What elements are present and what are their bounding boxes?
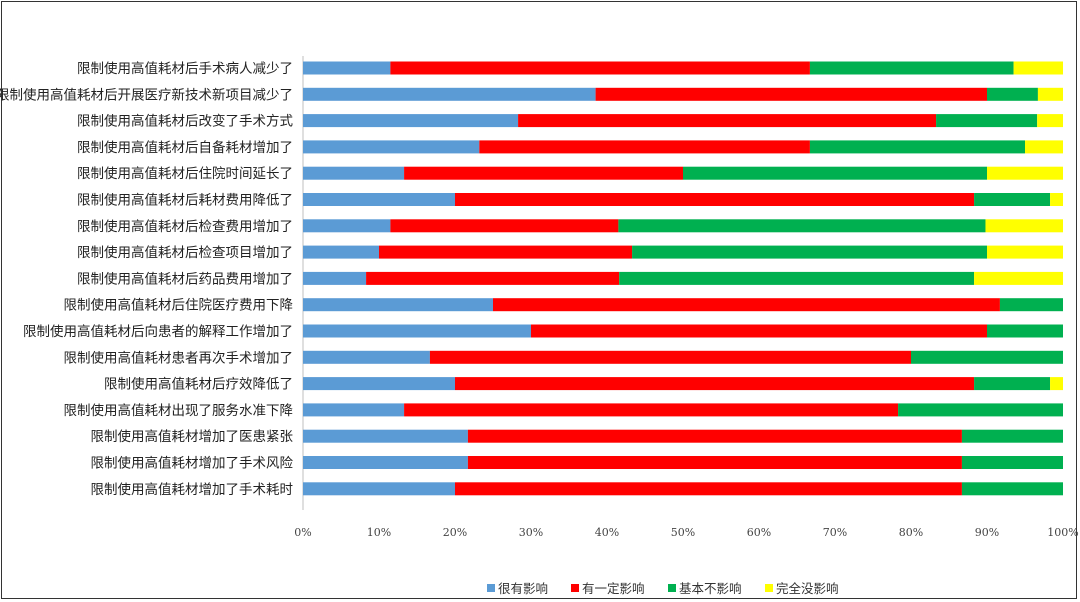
bar-segment-0 — [303, 403, 405, 417]
bar-segment-3 — [985, 219, 1063, 233]
legend-label: 完全没影响 — [776, 581, 839, 596]
bar-segment-0 — [303, 298, 493, 312]
bar-segment-2 — [809, 140, 1025, 154]
bar-segment-1 — [390, 219, 619, 233]
bar-segment-2 — [619, 271, 975, 285]
category-label: 限制使用高值耗材后药品费用增加了 — [77, 270, 293, 287]
bar-segment-1 — [518, 114, 937, 128]
category-label: 限制使用高值耗材增加了医患紧张 — [91, 428, 294, 445]
category-label: 限制使用高值耗材后开展医疗新技术新项目减少了 — [0, 86, 293, 103]
category-label: 限制使用高值耗材后向患者的解释工作增加了 — [23, 323, 293, 340]
bar-segment-0 — [303, 324, 531, 338]
category-label: 限制使用高值耗材后手术病人减少了 — [77, 60, 293, 77]
bar-segment-3 — [1025, 140, 1063, 154]
category-label: 限制使用高值耗材后改变了手术方式 — [77, 113, 293, 130]
category-label: 限制使用高值耗材增加了手术耗时 — [91, 481, 294, 498]
bar-segment-2 — [961, 429, 1063, 443]
category-label: 限制使用高值耗材出现了服务水准下降 — [64, 402, 294, 419]
bar-segment-0 — [303, 350, 430, 364]
bar-segment-2 — [632, 245, 987, 259]
x-tick-label: 60% — [747, 526, 771, 539]
bar-segment-0 — [303, 482, 455, 496]
bar-segment-1 — [455, 193, 975, 206]
legend-label: 有一定影响 — [582, 581, 645, 596]
legend-swatch — [571, 584, 579, 592]
x-tick-label: 0% — [294, 526, 311, 539]
bar-segment-0 — [303, 166, 405, 180]
legend-label: 很有影响 — [498, 581, 548, 596]
bar-segment-1 — [493, 298, 1000, 312]
x-tick-label: 100% — [1047, 526, 1078, 539]
bar-segment-0 — [303, 377, 455, 391]
bar-segment-2 — [936, 114, 1038, 128]
bar-segment-0 — [303, 61, 391, 75]
bar-segment-2 — [974, 193, 1051, 206]
bar-segment-0 — [303, 87, 596, 101]
bar-segment-2 — [683, 166, 987, 180]
bar-segment-2 — [898, 403, 1063, 417]
x-tick-label: 50% — [671, 526, 695, 539]
bar-segment-2 — [999, 298, 1063, 312]
bar-segment-3 — [1037, 87, 1063, 101]
legend-swatch — [487, 584, 495, 592]
category-label: 限制使用高值耗材患者再次手术增加了 — [64, 349, 294, 366]
bar-segment-0 — [303, 245, 379, 259]
bar-segment-2 — [961, 482, 1063, 496]
bar-segment-2 — [987, 87, 1038, 101]
x-tick-label: 10% — [367, 526, 391, 539]
category-label: 限制使用高值耗材增加了手术风险 — [91, 455, 294, 472]
bar-segment-2 — [618, 219, 986, 233]
bar-segment-2 — [911, 350, 1063, 364]
x-tick-label: 20% — [443, 526, 467, 539]
bar-segment-3 — [987, 166, 1063, 180]
x-tick-label: 90% — [975, 526, 999, 539]
bar-segment-0 — [303, 271, 367, 285]
bar-segment-1 — [404, 403, 899, 417]
bar-segment-3 — [1050, 193, 1063, 206]
category-label: 限制使用高值耗材后住院时间延长了 — [77, 165, 293, 182]
x-tick-label: 40% — [595, 526, 619, 539]
bar-segment-1 — [404, 166, 683, 180]
bar-segment-0 — [303, 114, 519, 128]
bar-segment-2 — [987, 324, 1063, 338]
bar-segment-3 — [1050, 377, 1063, 391]
x-tick-label: 80% — [899, 526, 923, 539]
category-label: 限制使用高值耗材后检查费用增加了 — [77, 218, 293, 235]
x-tick-label: 70% — [823, 526, 847, 539]
bar-segment-1 — [429, 350, 911, 364]
bar-segment-1 — [390, 61, 810, 75]
bar-segment-2 — [809, 61, 1014, 75]
category-label: 限制使用高值耗材后自备耗材增加了 — [77, 139, 293, 156]
bar-segment-1 — [467, 456, 962, 469]
bar-segment-1 — [455, 377, 975, 391]
category-label: 限制使用高值耗材后疗效降低了 — [104, 376, 293, 393]
bar-segment-3 — [974, 271, 1063, 285]
bar-segment-0 — [303, 193, 455, 206]
legend-swatch — [668, 584, 676, 592]
bar-segment-2 — [974, 377, 1051, 391]
x-tick-label: 30% — [519, 526, 543, 539]
category-label: 限制使用高值耗材后住院医疗费用下降 — [64, 297, 294, 314]
bar-segment-2 — [961, 456, 1063, 469]
bar-segment-1 — [455, 482, 962, 496]
bar-segment-3 — [1013, 61, 1063, 75]
bar-segment-1 — [479, 140, 810, 154]
bar-segment-0 — [303, 140, 480, 154]
legend-label: 基本不影响 — [679, 581, 742, 596]
bar-segment-0 — [303, 219, 391, 233]
bar-segment-1 — [531, 324, 987, 338]
bar-segment-3 — [987, 245, 1063, 259]
category-label: 限制使用高值耗材后耗材费用降低了 — [77, 192, 293, 209]
bar-segment-1 — [366, 271, 620, 285]
bar-segment-3 — [1037, 114, 1063, 128]
bar-segment-0 — [303, 429, 468, 443]
bar-segment-0 — [303, 456, 468, 469]
bar-segment-1 — [467, 429, 962, 443]
bar-segment-1 — [379, 245, 633, 259]
legend-swatch — [765, 584, 773, 592]
category-label: 限制使用高值耗材后检查项目增加了 — [77, 244, 293, 261]
bar-segment-1 — [595, 87, 987, 101]
